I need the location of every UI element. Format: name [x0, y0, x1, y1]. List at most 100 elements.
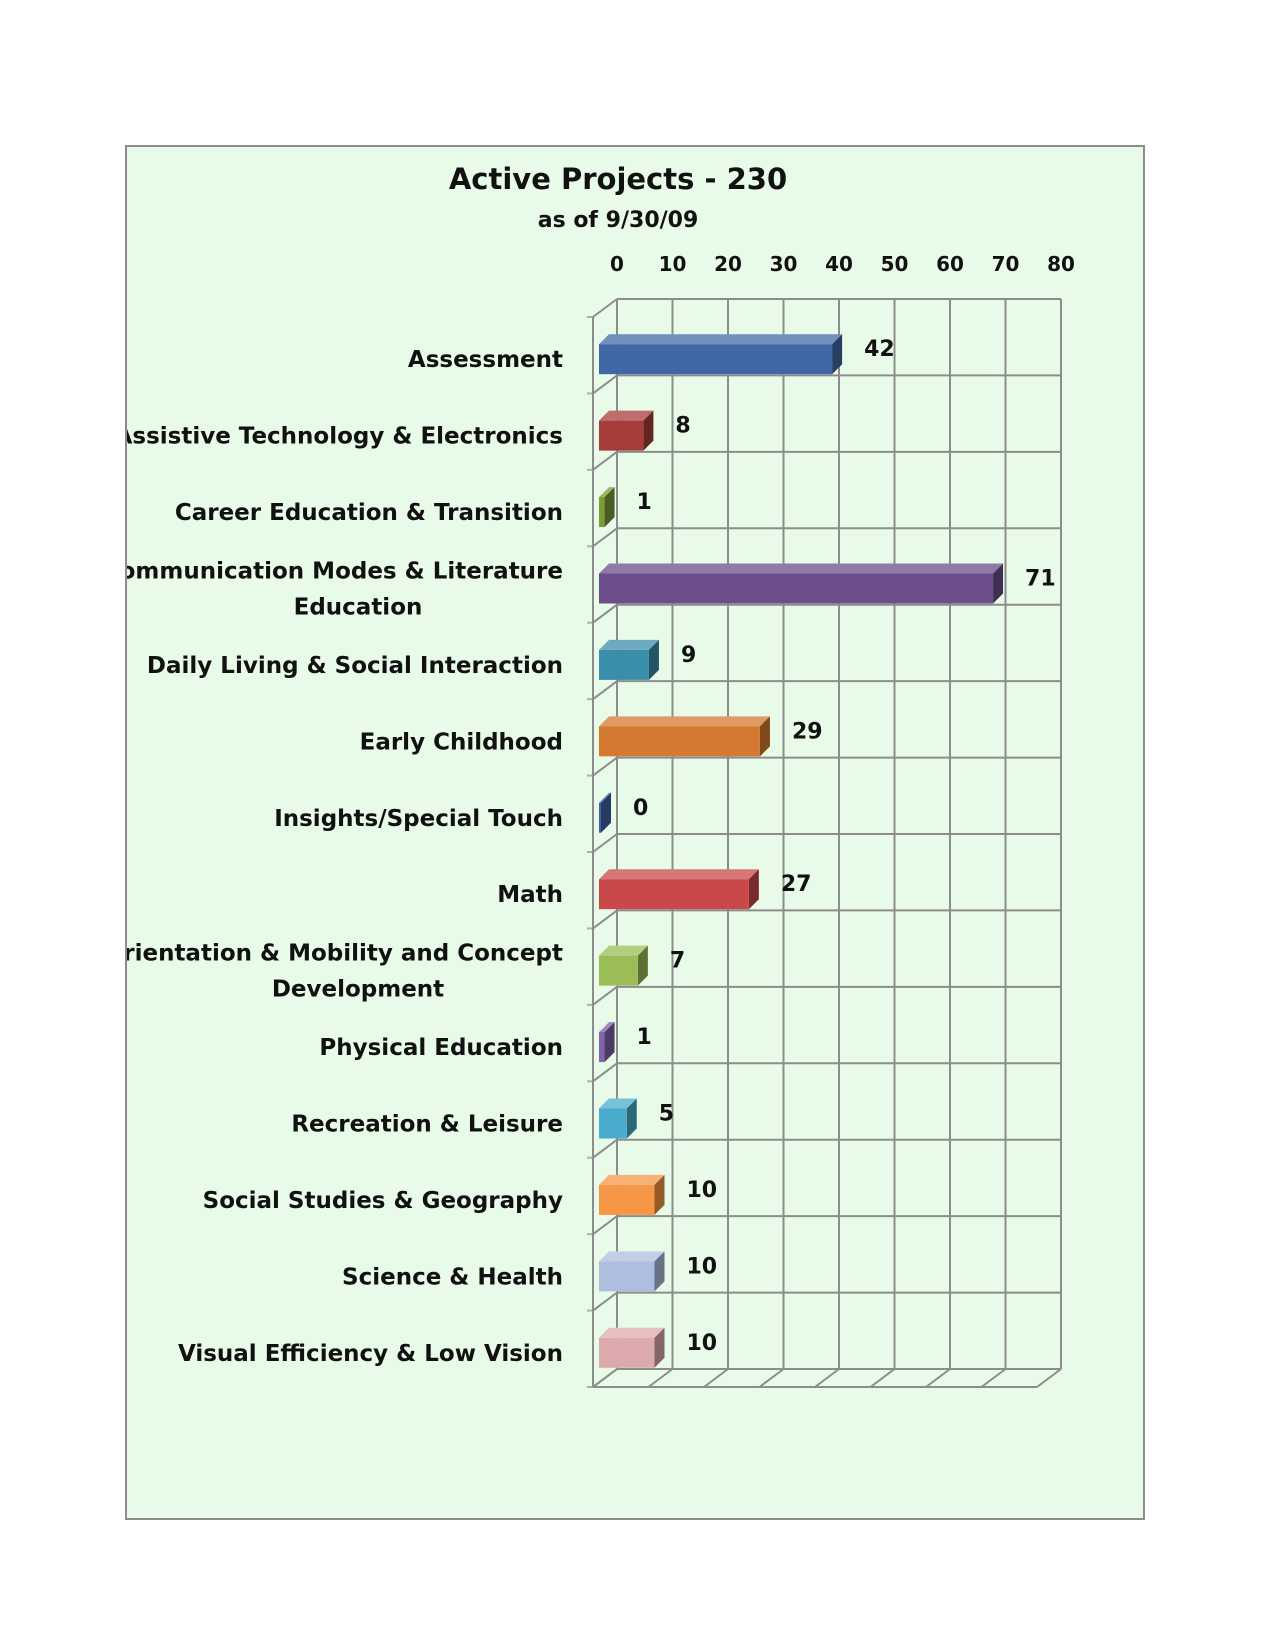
data-label: 7 [670, 949, 685, 974]
bar-top [599, 1174, 665, 1185]
bar-top [599, 563, 1004, 574]
bar-top [599, 1098, 637, 1109]
bars [599, 334, 1004, 1368]
data-label: 8 [675, 414, 690, 439]
side-wall-line [592, 1215, 618, 1235]
x-axis-ticks: 0 10 20 30 40 50 60 70 80 [610, 252, 1075, 276]
bar-side [637, 945, 648, 986]
bar [599, 792, 611, 833]
category-label: Communication Modes & Literature [127, 559, 563, 585]
bar-top [599, 945, 648, 956]
bar-side [604, 1022, 615, 1063]
bar-top [599, 639, 659, 650]
bar [599, 869, 759, 910]
bar-front [599, 1337, 655, 1368]
floor-line [1036, 1368, 1062, 1388]
data-label: 5 [659, 1102, 674, 1127]
bar-top [599, 869, 759, 880]
bar-top [599, 792, 611, 803]
category-label: Orientation & Mobility and Concept [127, 941, 563, 967]
bar-side [601, 792, 611, 833]
data-label: 9 [681, 643, 696, 668]
bar [599, 1022, 615, 1063]
x-tick-label: 10 [659, 252, 687, 276]
floor-line [814, 1368, 840, 1388]
chart-subtitle: as of 9/30/09 [538, 208, 699, 233]
bar-side [654, 1251, 665, 1292]
category-label: Early Childhood [360, 729, 563, 755]
bar [599, 334, 843, 375]
bar-side [654, 1327, 665, 1368]
bar-front [599, 726, 760, 757]
category-label: Assessment [408, 347, 563, 373]
x-tick-label: 0 [610, 252, 624, 276]
bar-side [759, 716, 770, 757]
bar-top [599, 410, 654, 421]
bar-front [599, 1184, 655, 1215]
data-label: 10 [687, 1331, 718, 1356]
bar-chart: Active Projects - 230 as of 9/30/09 0 10 2… [127, 162, 1075, 1388]
floor-line [925, 1368, 951, 1388]
bar [599, 716, 770, 757]
category-label-line2: Development [272, 977, 444, 1003]
bar-front [599, 420, 644, 451]
floor-line [703, 1368, 729, 1388]
side-wall-line [592, 1291, 618, 1312]
bar-top [599, 716, 770, 727]
data-label: 0 [633, 796, 648, 821]
data-label: 27 [781, 872, 812, 897]
side-wall-line [592, 374, 618, 395]
bar-front [599, 1108, 627, 1139]
category-label: Daily Living & Social Interaction [147, 653, 563, 679]
category-labels: Assessment Assistive Technology & Electro… [127, 347, 563, 1367]
bar [599, 563, 1004, 604]
floor-line [758, 1368, 785, 1388]
bar-side [648, 639, 659, 680]
data-label: 10 [687, 1178, 718, 1203]
side-wall-line [592, 603, 618, 624]
side-wall-line [592, 1062, 618, 1083]
bar [599, 1327, 665, 1368]
bar [599, 945, 648, 986]
data-label: 1 [637, 1025, 652, 1050]
data-label: 29 [792, 719, 823, 744]
bar-front [599, 1261, 655, 1292]
x-tick-label: 40 [825, 252, 853, 276]
side-wall-line [592, 451, 618, 471]
bar [599, 410, 654, 451]
side-wall-line [592, 527, 618, 548]
category-label: Visual Efficiency & Low Vision [178, 1341, 563, 1367]
category-label: Assistive Technology & Electronics [127, 424, 563, 450]
side-wall-line [592, 986, 618, 1006]
data-label: 71 [1025, 567, 1056, 592]
bar [599, 639, 659, 680]
category-label: Insights/Special Touch [274, 806, 563, 832]
x-tick-label: 50 [881, 252, 909, 276]
data-label: 42 [864, 337, 895, 362]
bar-side [993, 563, 1004, 604]
side-wall-line [592, 680, 618, 700]
bar-front [599, 649, 649, 680]
bar-side [832, 334, 843, 375]
data-label: 10 [687, 1254, 718, 1279]
grid [587, 298, 1062, 1388]
bar-front [599, 497, 605, 528]
bar [599, 1174, 665, 1215]
x-tick-label: 70 [992, 252, 1020, 276]
bar-top [599, 1327, 665, 1338]
bar-front [599, 955, 638, 986]
data-label: 1 [637, 490, 652, 515]
side-wall-line [592, 1368, 618, 1388]
category-label: Physical Education [319, 1035, 563, 1061]
bar-front [599, 802, 601, 833]
category-label: Career Education & Transition [175, 500, 563, 526]
bar-top [599, 1251, 665, 1262]
chart-title: Active Projects - 230 [449, 162, 787, 196]
x-tick-label: 80 [1047, 252, 1075, 276]
bar-side [604, 487, 615, 528]
bar-front [599, 573, 994, 604]
category-label: Math [497, 882, 563, 908]
x-tick-label: 20 [714, 252, 742, 276]
side-wall-line [592, 1138, 618, 1159]
